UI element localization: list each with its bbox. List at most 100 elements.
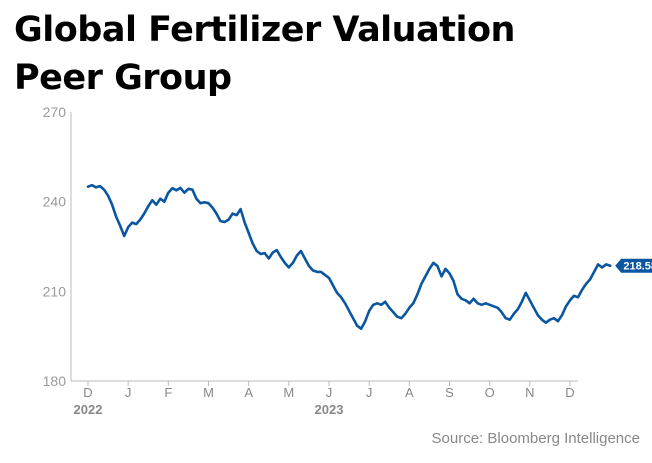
series-point bbox=[472, 297, 475, 300]
series-point bbox=[239, 208, 242, 211]
series-point bbox=[364, 320, 367, 323]
series-point bbox=[283, 262, 286, 264]
series-point bbox=[267, 257, 270, 260]
series-point bbox=[464, 299, 467, 302]
series-point bbox=[271, 251, 274, 254]
x-tick-label: S bbox=[445, 385, 454, 400]
series-point bbox=[372, 303, 375, 306]
x-tick-label: M bbox=[283, 385, 294, 400]
series-point bbox=[368, 309, 371, 312]
series-point bbox=[400, 317, 403, 320]
x-tick-label: J bbox=[326, 385, 333, 400]
series-point bbox=[605, 263, 607, 266]
series-point bbox=[279, 256, 282, 258]
series-point bbox=[516, 308, 519, 311]
series-point bbox=[231, 212, 234, 215]
series-point bbox=[171, 187, 174, 190]
series-point bbox=[380, 303, 383, 306]
series-point bbox=[131, 221, 134, 224]
series-point bbox=[565, 305, 567, 308]
series-point bbox=[593, 271, 595, 273]
series-point bbox=[384, 300, 387, 303]
series-point bbox=[147, 205, 150, 208]
series-point bbox=[179, 187, 182, 189]
series-point bbox=[452, 280, 455, 282]
series-point bbox=[504, 317, 507, 320]
series-point bbox=[308, 265, 310, 267]
series-point bbox=[408, 306, 411, 309]
series-point bbox=[215, 212, 218, 215]
x-axis-ticks: D J F M A M J J A S O N D 2022 2023 bbox=[74, 381, 575, 417]
series-point bbox=[312, 269, 314, 272]
series-point bbox=[488, 303, 491, 306]
series-point bbox=[352, 317, 354, 320]
series-point bbox=[545, 321, 547, 324]
series-point bbox=[296, 254, 298, 257]
series-point bbox=[275, 249, 278, 252]
series-point bbox=[496, 306, 499, 309]
series-point bbox=[247, 232, 250, 234]
series-point bbox=[332, 284, 334, 287]
last-value-flag bbox=[615, 258, 652, 273]
series-point bbox=[537, 314, 539, 317]
x-tick-label: N bbox=[525, 385, 534, 400]
series-point bbox=[159, 197, 162, 200]
x-tick-label: J bbox=[366, 385, 373, 400]
series-point bbox=[135, 223, 138, 226]
series-point bbox=[255, 250, 258, 252]
series-point bbox=[528, 299, 531, 302]
series-point bbox=[219, 220, 222, 223]
series-point bbox=[139, 218, 142, 221]
year-label: 2023 bbox=[315, 402, 344, 417]
x-tick-label: M bbox=[203, 385, 214, 400]
series-point bbox=[263, 252, 266, 255]
series-point bbox=[203, 201, 206, 204]
series-point bbox=[356, 324, 358, 327]
series-point bbox=[316, 271, 318, 273]
series-point bbox=[287, 266, 290, 269]
series-point bbox=[512, 312, 515, 315]
series-point bbox=[91, 184, 93, 187]
series-point bbox=[404, 312, 407, 315]
series-point bbox=[500, 311, 503, 314]
x-tick-label: D bbox=[83, 385, 92, 400]
source-note: Source: Bloomberg Intelligence bbox=[431, 430, 640, 447]
series-point bbox=[251, 242, 254, 245]
series-point bbox=[199, 202, 202, 205]
x-tick-label: D bbox=[565, 385, 574, 400]
x-tick-label: O bbox=[485, 385, 495, 400]
series-point bbox=[348, 309, 350, 312]
series-point bbox=[103, 188, 105, 191]
series-point bbox=[163, 200, 166, 203]
series-point bbox=[119, 224, 121, 227]
last-value-marker: 218.58 bbox=[615, 258, 652, 273]
series-point bbox=[440, 275, 443, 278]
series-point bbox=[424, 275, 427, 278]
series-point bbox=[95, 186, 97, 189]
series-point bbox=[420, 283, 423, 285]
series-point bbox=[223, 221, 226, 223]
series-point bbox=[259, 253, 262, 255]
series-point bbox=[340, 296, 342, 299]
x-tick-label: A bbox=[244, 385, 253, 400]
series-point bbox=[324, 274, 326, 276]
series-point bbox=[304, 257, 306, 260]
series-point bbox=[597, 263, 599, 266]
series-line bbox=[86, 183, 612, 330]
series-point bbox=[243, 221, 246, 224]
last-value-label: 218.58 bbox=[623, 261, 652, 273]
series-point bbox=[127, 226, 130, 229]
series-point bbox=[87, 185, 89, 188]
series-point bbox=[468, 302, 471, 305]
series-point bbox=[557, 320, 559, 323]
series-point bbox=[187, 187, 190, 190]
series-point bbox=[115, 215, 117, 218]
x-tick-label: J bbox=[125, 385, 132, 400]
series-point bbox=[191, 188, 194, 191]
series-point bbox=[392, 311, 395, 314]
series-layer bbox=[86, 183, 612, 330]
series-point bbox=[211, 206, 214, 209]
series-point bbox=[195, 197, 198, 200]
series-point bbox=[344, 302, 346, 305]
